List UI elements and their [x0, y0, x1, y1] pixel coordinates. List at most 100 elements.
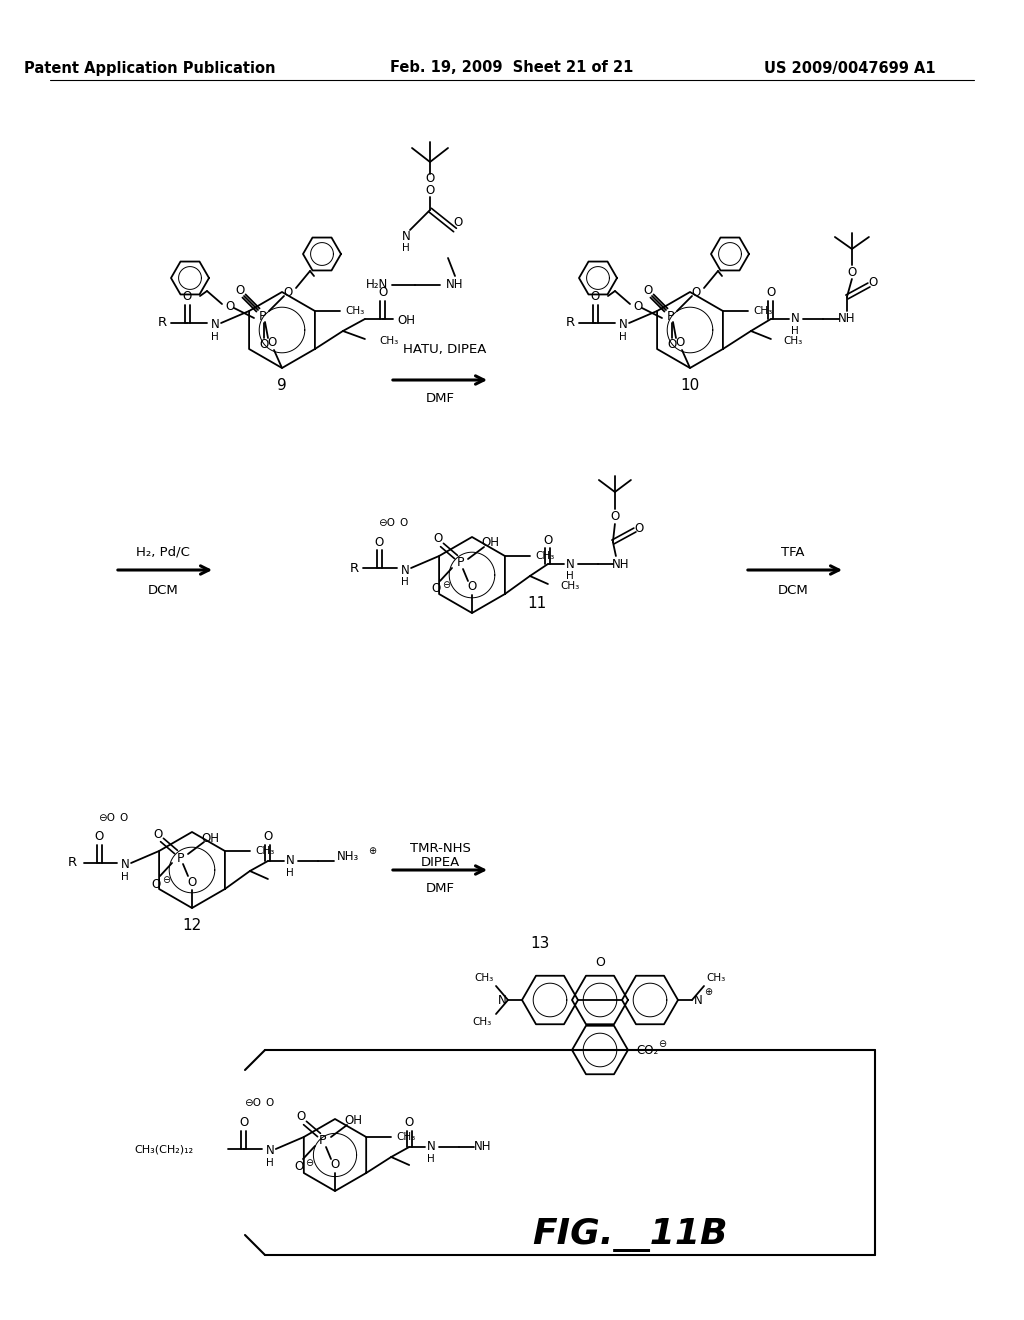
Text: N: N — [286, 854, 294, 867]
Text: N: N — [427, 1140, 435, 1154]
Text: H: H — [121, 873, 129, 882]
Text: O: O — [595, 956, 605, 969]
Text: DMF: DMF — [426, 882, 455, 895]
Text: OH: OH — [344, 1114, 362, 1127]
Text: 12: 12 — [182, 919, 202, 933]
Text: R: R — [565, 317, 574, 330]
Text: N: N — [211, 318, 219, 331]
Text: H: H — [620, 333, 627, 342]
Text: O: O — [668, 338, 677, 351]
Text: O: O — [610, 510, 620, 523]
Text: O: O — [375, 536, 384, 549]
Text: O: O — [404, 1117, 414, 1130]
Text: O: O — [331, 1159, 340, 1172]
Text: O: O — [634, 300, 643, 313]
Text: N: N — [121, 858, 129, 871]
Text: H₂N: H₂N — [366, 279, 388, 292]
Text: O: O — [152, 878, 161, 891]
Text: H: H — [427, 1154, 435, 1164]
Text: HATU, DIPEA: HATU, DIPEA — [403, 343, 486, 356]
Text: N: N — [565, 557, 574, 570]
Text: N: N — [791, 313, 800, 326]
Text: DCM: DCM — [147, 583, 178, 597]
Text: O: O — [454, 215, 463, 228]
Text: O: O — [634, 521, 643, 535]
Text: CH₃: CH₃ — [255, 846, 274, 855]
Text: NH: NH — [473, 1140, 490, 1154]
Text: DMF: DMF — [426, 392, 455, 404]
Text: Feb. 19, 2009  Sheet 21 of 21: Feb. 19, 2009 Sheet 21 of 21 — [390, 61, 634, 75]
Text: O: O — [643, 284, 652, 297]
Text: N: N — [618, 318, 628, 331]
Text: ⊕: ⊕ — [703, 987, 712, 997]
Text: P: P — [667, 309, 674, 322]
Text: DIPEA: DIPEA — [421, 857, 460, 870]
Text: H: H — [402, 243, 410, 253]
Text: NH: NH — [446, 279, 464, 292]
Text: ⊖: ⊖ — [658, 1039, 666, 1049]
Text: O: O — [847, 265, 856, 279]
Text: P: P — [258, 309, 266, 322]
Text: CH₃: CH₃ — [473, 1016, 492, 1027]
Text: OH: OH — [481, 536, 499, 549]
Text: CH₃(CH₂)₁₂: CH₃(CH₂)₁₂ — [135, 1144, 194, 1154]
Text: O: O — [425, 172, 434, 185]
Text: H: H — [566, 572, 573, 581]
Text: N: N — [401, 230, 411, 243]
Text: P: P — [176, 851, 183, 865]
Text: ⊖: ⊖ — [442, 579, 451, 590]
Text: O: O — [263, 830, 272, 843]
Text: O: O — [182, 290, 191, 304]
Text: O: O — [691, 285, 700, 298]
Text: O: O — [425, 183, 434, 197]
Text: O: O — [265, 1098, 273, 1107]
Text: CH₃: CH₃ — [345, 306, 365, 315]
Text: O: O — [240, 1117, 249, 1130]
Text: P: P — [457, 557, 464, 569]
Text: 9: 9 — [278, 379, 287, 393]
Text: O: O — [591, 290, 600, 304]
Text: CH₃: CH₃ — [475, 973, 494, 983]
Text: ⊖O: ⊖O — [98, 813, 116, 822]
Text: O: O — [284, 285, 293, 298]
Text: TMR-NHS: TMR-NHS — [410, 842, 470, 854]
Text: O: O — [467, 581, 476, 594]
Text: O: O — [94, 830, 103, 843]
Text: NH: NH — [612, 557, 630, 570]
Text: O: O — [154, 828, 163, 841]
Text: CO₂: CO₂ — [636, 1044, 658, 1056]
Text: O: O — [431, 582, 440, 595]
Text: 11: 11 — [527, 595, 547, 610]
Text: R: R — [68, 857, 77, 870]
Text: O: O — [259, 338, 268, 351]
Text: H: H — [791, 326, 799, 337]
Text: N: N — [693, 994, 702, 1006]
Text: OH: OH — [201, 832, 219, 845]
Text: H: H — [401, 577, 409, 587]
Text: Patent Application Publication: Patent Application Publication — [25, 61, 275, 75]
Text: O: O — [676, 337, 685, 350]
Text: H: H — [286, 869, 294, 878]
Text: US 2009/0047699 A1: US 2009/0047699 A1 — [764, 61, 936, 75]
Text: NH₃: NH₃ — [337, 850, 359, 863]
Text: CH₃: CH₃ — [560, 581, 580, 591]
Text: O: O — [187, 875, 197, 888]
Text: CH₃: CH₃ — [536, 550, 555, 561]
Text: H: H — [211, 333, 219, 342]
Text: O: O — [296, 1110, 305, 1123]
Text: O: O — [267, 337, 276, 350]
Text: O: O — [433, 532, 442, 545]
Text: P: P — [319, 1134, 327, 1147]
Text: FIG.__11B: FIG.__11B — [532, 1218, 728, 1251]
Text: O: O — [294, 1160, 304, 1173]
Text: NH: NH — [839, 313, 856, 326]
Text: O: O — [544, 533, 553, 546]
Text: N: N — [498, 994, 507, 1006]
Text: O: O — [225, 300, 234, 313]
Text: CH₃: CH₃ — [754, 306, 772, 315]
Text: R: R — [158, 317, 167, 330]
Text: H: H — [266, 1158, 273, 1168]
Text: H₂, Pd/C: H₂, Pd/C — [136, 545, 189, 558]
Text: O: O — [120, 813, 128, 822]
Text: O: O — [868, 276, 878, 289]
